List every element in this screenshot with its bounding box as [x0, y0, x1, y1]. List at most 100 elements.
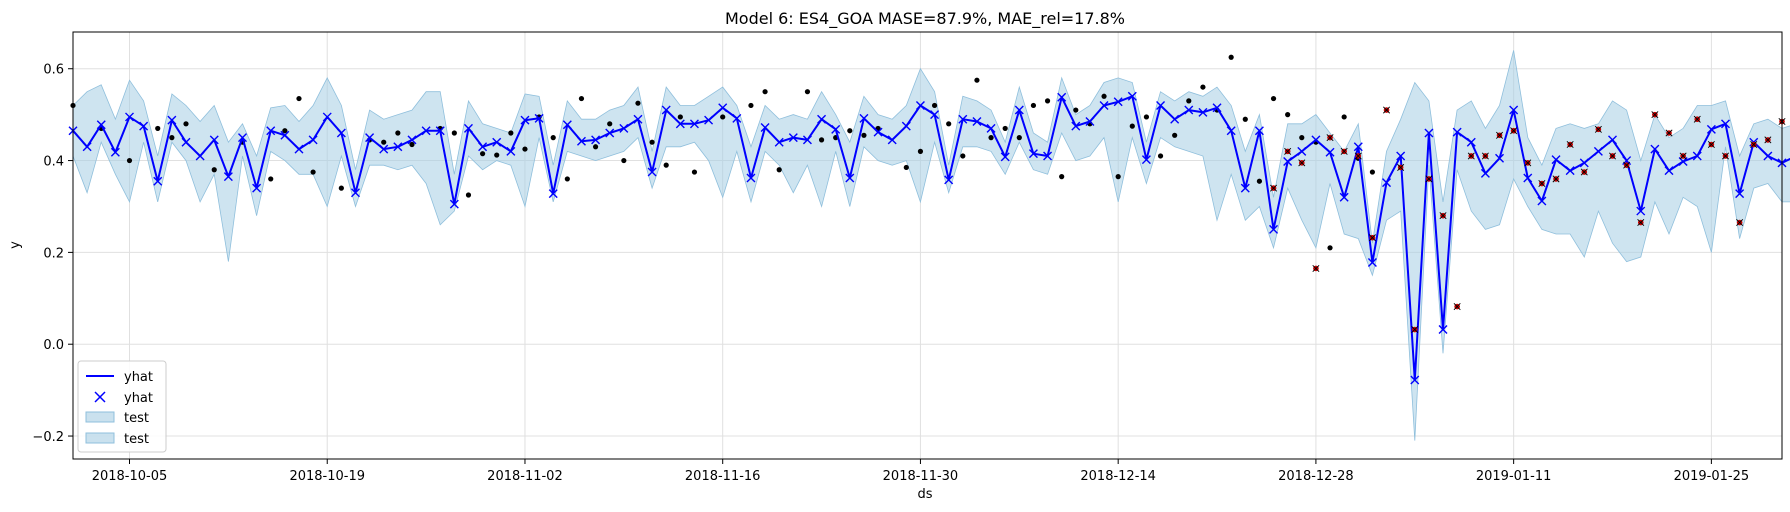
- yhat-x-marker: [1198, 107, 1208, 117]
- history-point: [1256, 178, 1263, 184]
- legend-label-yhat-line: yhat: [124, 370, 153, 385]
- legend-x-marker-icon: [94, 391, 106, 403]
- history-point: [508, 130, 514, 136]
- history-point: [903, 164, 909, 171]
- x-tick-label: 2018-10-19: [289, 469, 365, 484]
- yhat-x-marker: [223, 172, 233, 182]
- yhat-x-marker: [153, 176, 163, 186]
- history-point: [1002, 125, 1008, 132]
- yhat-x-marker: [1622, 156, 1632, 166]
- yhat-x-marker: [181, 137, 191, 147]
- history-point: [395, 130, 401, 136]
- history-point: [804, 89, 811, 95]
- history-point: [847, 128, 853, 134]
- yhat-x-marker: [1551, 155, 1561, 165]
- history-point: [1242, 116, 1248, 122]
- yhat-x-marker: [1043, 151, 1053, 161]
- test-point: [1764, 136, 1772, 144]
- yhat-x-marker: [1170, 114, 1180, 124]
- yhat-x-marker: [986, 123, 996, 133]
- yhat-x-marker: [322, 112, 332, 122]
- history-point: [1200, 84, 1206, 90]
- history-point: [183, 121, 189, 127]
- yhat-x-marker: [1367, 257, 1377, 267]
- legend: yhat yhat test test: [77, 360, 167, 453]
- yhat-x-marker: [1636, 206, 1646, 216]
- test-point: [1326, 134, 1334, 142]
- yhat-x-marker: [125, 112, 134, 122]
- yhat-x-marker: [887, 135, 897, 145]
- yhat-x-marker: [647, 167, 657, 177]
- yhat-x-marker: [167, 115, 177, 125]
- history-point: [409, 141, 415, 148]
- history-point: [1285, 112, 1291, 118]
- test-point: [1707, 140, 1715, 149]
- test-point: [1679, 152, 1687, 160]
- yhat-x-marker: [1325, 147, 1335, 157]
- test-point: [1665, 129, 1673, 137]
- legend-label-yhat-marker: yhat: [124, 391, 153, 406]
- history-point: [1129, 123, 1135, 129]
- yhat-x-marker: [1283, 156, 1293, 166]
- yhat-x-marker: [873, 127, 883, 137]
- yhat-x-marker: [336, 128, 346, 138]
- yhat-x-marker: [901, 121, 911, 131]
- history-point: [946, 121, 952, 127]
- test-point: [1354, 152, 1362, 160]
- history-point: [282, 128, 288, 134]
- yhat-x-marker: [237, 133, 247, 143]
- yhat-x-marker: [1339, 192, 1349, 202]
- history-point: [931, 102, 938, 109]
- test-point: [1312, 264, 1320, 272]
- y-axis-label: y: [8, 241, 23, 249]
- yhat-x-marker: [294, 144, 304, 154]
- yhat-x-marker: [760, 123, 770, 132]
- history-point: [861, 132, 867, 138]
- test-point: [1397, 163, 1405, 171]
- yhat-x-marker: [1184, 105, 1194, 115]
- yhat-x-marker: [1495, 153, 1505, 163]
- history-point: [310, 169, 316, 175]
- history-point: [649, 139, 655, 145]
- history-point: [663, 162, 669, 168]
- yhat-x-marker: [1466, 137, 1476, 147]
- yhat-x-marker: [96, 120, 106, 130]
- yhat-x-marker: [1240, 183, 1250, 193]
- yhat-x-marker: [1353, 142, 1363, 152]
- history-point: [607, 121, 613, 127]
- x-tick-label: 2018-11-02: [487, 469, 563, 484]
- yhat-x-marker: [1763, 151, 1773, 161]
- history-point: [917, 148, 924, 154]
- y-tick-label: 0.6: [43, 63, 64, 78]
- test-point: [1439, 212, 1447, 220]
- yhat-x-marker: [280, 130, 290, 140]
- yhat-x-marker: [1424, 128, 1434, 138]
- yhat-x-marker: [1014, 105, 1024, 115]
- yhat-x-marker: [1000, 152, 1010, 162]
- history-point: [465, 192, 472, 198]
- history-point: [1101, 93, 1107, 99]
- y-tick-label: 0.2: [43, 246, 64, 261]
- history-point: [169, 135, 175, 141]
- yhat-x-marker: [859, 113, 869, 123]
- yhat-x-marker: [1593, 146, 1603, 156]
- yhat-x-marker: [1721, 119, 1730, 129]
- legend-label-test-1: test: [124, 411, 149, 426]
- yhat-x-marker: [407, 135, 417, 145]
- history-point: [1270, 95, 1277, 102]
- yhat-x-marker: [562, 120, 572, 130]
- test-point: [1481, 152, 1489, 160]
- history-point: [1172, 132, 1178, 138]
- test-point: [1552, 175, 1560, 183]
- history-point: [211, 167, 217, 173]
- yhat-x-marker: [1226, 126, 1236, 136]
- yhat-x-marker: [591, 135, 601, 145]
- test-point: [1693, 115, 1701, 123]
- history-point: [1341, 114, 1347, 120]
- yhat-x-marker: [915, 100, 925, 110]
- yhat-x-marker: [534, 113, 544, 123]
- history-point: [1143, 114, 1150, 120]
- test-point: [1298, 159, 1306, 167]
- history-point: [1030, 102, 1037, 109]
